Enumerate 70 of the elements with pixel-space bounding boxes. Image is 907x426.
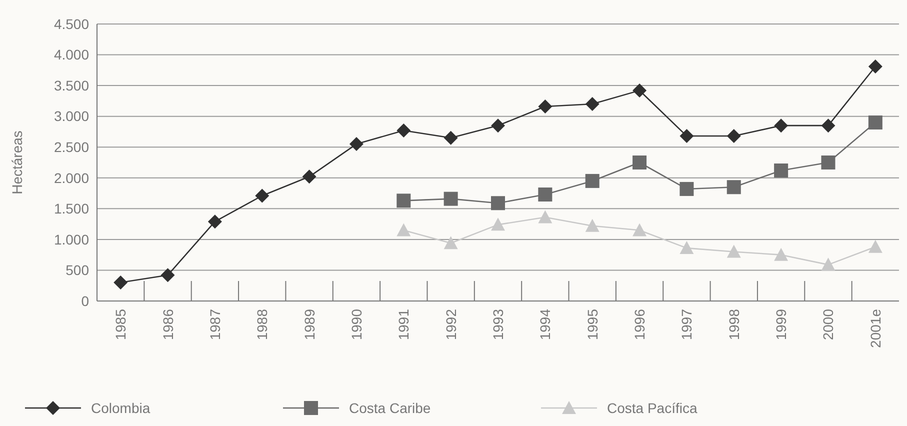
point (680, 129, 694, 144)
point (538, 99, 552, 114)
y-axis-title: Hectáreas (9, 130, 25, 194)
point (868, 240, 882, 253)
point (491, 196, 505, 210)
point (585, 97, 600, 112)
x-tick-label: 1994 (537, 308, 554, 340)
point (680, 241, 694, 254)
y-tick-label: 500 (66, 262, 90, 278)
x-tick-label: 1998 (726, 308, 742, 340)
x-tick-label: 1999 (773, 308, 790, 340)
x-tick-label: 2001e (867, 308, 884, 348)
point (302, 170, 316, 184)
point (349, 137, 364, 152)
point (821, 258, 836, 271)
point (160, 268, 175, 282)
x-tick-label: 1988 (254, 308, 270, 340)
legend-label: Colombia (91, 400, 150, 416)
point (114, 276, 128, 290)
point (444, 236, 458, 250)
x-tick-label: 1993 (490, 308, 506, 340)
point (208, 214, 222, 229)
point (255, 188, 270, 203)
point (632, 83, 647, 98)
y-tick-label: 4.000 (54, 46, 90, 63)
x-tick-label: 1991 (396, 308, 412, 340)
x-tick-label: 1986 (160, 308, 176, 340)
point (538, 188, 552, 202)
point (538, 210, 552, 224)
x-tick-label: 1997 (678, 308, 695, 340)
x-tick-label: 2000 (820, 308, 836, 340)
point (396, 123, 411, 138)
point (726, 129, 741, 144)
point (444, 130, 458, 145)
y-tick-label: 1.500 (54, 200, 90, 217)
point (726, 244, 741, 258)
x-tick-label: 1990 (348, 308, 364, 340)
x-tick-label: 1992 (442, 308, 459, 340)
x-tick-label: 1987 (206, 308, 223, 340)
y-tick-label: 3.500 (54, 77, 90, 94)
point (491, 118, 505, 133)
point (774, 248, 788, 261)
point (585, 174, 600, 188)
point (585, 218, 600, 232)
point (632, 223, 647, 236)
point (491, 218, 505, 231)
y-tick-label: 2.500 (54, 139, 90, 156)
y-tick-label: 0 (81, 292, 90, 309)
x-tick-label: 1985 (112, 308, 129, 340)
legend-label: Costa Pacífica (607, 400, 698, 416)
point (821, 118, 836, 133)
point (396, 223, 411, 236)
point (774, 118, 788, 133)
y-tick-label: 4.500 (54, 16, 90, 32)
x-tick-label: 1996 (632, 308, 648, 340)
point (726, 180, 741, 194)
y-tick-label: 2.000 (54, 170, 90, 186)
point (632, 156, 647, 170)
x-tick-label: 1989 (301, 308, 318, 340)
point (774, 164, 788, 178)
point (868, 115, 882, 130)
point (444, 192, 458, 206)
point (680, 182, 694, 196)
point (396, 194, 411, 208)
x-tick-label: 1995 (584, 308, 600, 340)
y-tick-label: 3.000 (54, 108, 90, 124)
point (821, 156, 836, 170)
legend-label: Costa Caribe (349, 400, 431, 416)
y-tick-label: 1.000 (54, 231, 90, 248)
point (868, 59, 882, 74)
